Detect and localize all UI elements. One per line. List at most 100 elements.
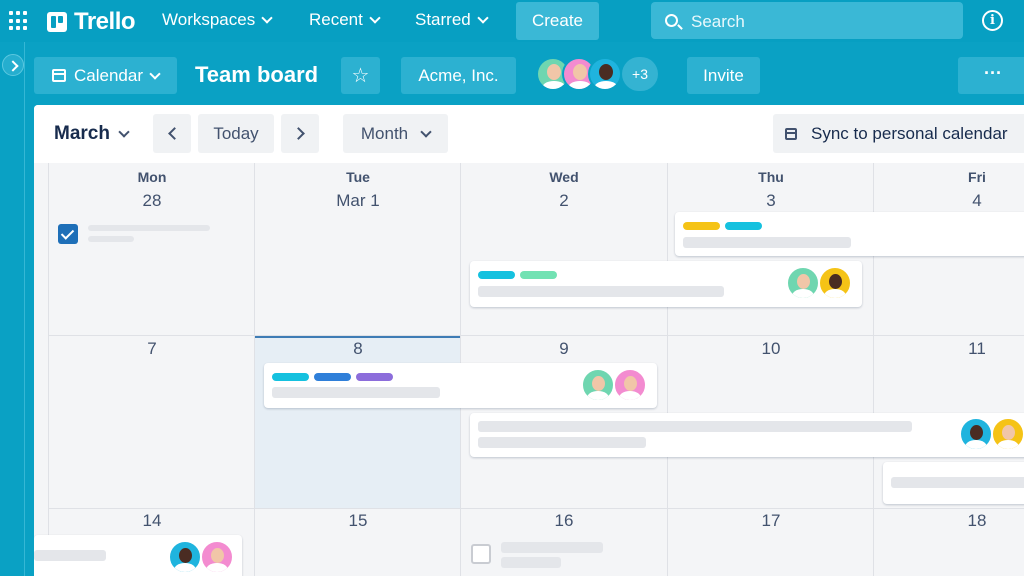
card-placeholder-text — [683, 237, 851, 248]
card-label — [683, 222, 720, 230]
weekday-label: Tue — [346, 169, 370, 185]
grid-divider — [873, 163, 874, 576]
weekday-label: Fri — [968, 169, 986, 185]
starred-label: Starred — [415, 10, 471, 29]
card-placeholder-text — [88, 236, 134, 242]
day-number: 18 — [967, 511, 987, 530]
grid-divider — [48, 335, 1024, 336]
card-label — [725, 222, 762, 230]
member-avatar[interactable] — [588, 57, 622, 91]
day-number: 17 — [761, 511, 781, 530]
search-input[interactable]: Search — [651, 2, 963, 39]
sync-label: Sync to personal calendar — [811, 123, 1008, 143]
chevron-right-icon — [291, 127, 305, 140]
calendar-toolbar: March Today Month Sync to personal calen… — [34, 105, 1024, 163]
chevron-down-icon — [369, 12, 381, 24]
chevron-down-icon — [420, 125, 432, 138]
month-selector[interactable]: March — [54, 123, 130, 145]
day-number: 28 — [142, 191, 162, 210]
card-placeholder-text — [501, 542, 603, 553]
member-avatar[interactable] — [818, 266, 852, 300]
day-number: 16 — [554, 511, 574, 530]
card-placeholder-text — [501, 557, 561, 568]
calendar-card[interactable] — [34, 535, 242, 576]
card-label — [314, 373, 351, 381]
chevron-down-icon — [118, 126, 130, 138]
completed-checkbox[interactable] — [58, 224, 78, 244]
create-button[interactable]: Create — [516, 2, 599, 40]
sidebar-collapsed — [0, 42, 25, 576]
calendar-card[interactable] — [675, 212, 1024, 256]
search-placeholder: Search — [691, 12, 745, 31]
card-label — [520, 271, 557, 279]
board-members: +3 — [536, 57, 658, 93]
member-avatar[interactable] — [786, 266, 820, 300]
more-members-badge[interactable]: +3 — [622, 57, 658, 91]
card-placeholder-text — [88, 225, 210, 231]
trello-logo-icon — [47, 12, 67, 32]
grid-divider — [48, 163, 49, 576]
card-placeholder-text — [272, 387, 440, 398]
next-button[interactable] — [281, 114, 319, 153]
star-board-button[interactable]: ☆ — [341, 57, 380, 94]
info-icon[interactable]: i — [982, 10, 1003, 31]
grid-divider — [667, 163, 668, 576]
view-label: Calendar — [74, 65, 143, 85]
logo-text: Trello — [74, 8, 136, 35]
day-number: 4 — [972, 191, 982, 210]
day-number: 2 — [559, 191, 569, 210]
incomplete-checkbox[interactable] — [471, 544, 491, 564]
weekday-label: Wed — [549, 169, 579, 185]
recent-menu[interactable]: Recent — [309, 10, 381, 30]
chevron-down-icon — [149, 67, 161, 80]
day-number: 7 — [147, 339, 157, 358]
day-number: 9 — [559, 339, 569, 358]
invite-button[interactable]: Invite — [687, 57, 760, 94]
grid-divider — [48, 508, 1024, 509]
starred-menu[interactable]: Starred — [415, 10, 489, 30]
calendar-card[interactable] — [470, 261, 862, 307]
weekday-label: Thu — [758, 169, 784, 185]
star-icon: ☆ — [351, 65, 370, 87]
calendar-panel: March Today Month Sync to personal calen… — [34, 105, 1024, 576]
card-placeholder-text — [478, 437, 646, 448]
day-number: 8 — [353, 339, 363, 358]
chevron-down-icon — [477, 12, 489, 24]
member-avatar[interactable] — [581, 368, 615, 402]
card-label — [272, 373, 309, 381]
month-grid: Mon Tue Wed Thu Fri 28 Mar 1 2 3 4 7 8 9… — [34, 163, 1024, 576]
card-placeholder-text — [891, 477, 1024, 488]
today-button[interactable]: Today — [198, 114, 274, 153]
member-avatar[interactable] — [613, 368, 647, 402]
view-switcher-button[interactable]: Calendar — [34, 57, 177, 94]
day-number: 15 — [348, 511, 368, 530]
card-placeholder-text — [478, 286, 724, 297]
month-label: March — [54, 123, 110, 144]
calendar-card[interactable] — [264, 363, 657, 408]
today-cell[interactable] — [255, 336, 460, 508]
calendar-card[interactable] — [883, 462, 1024, 504]
card-placeholder-text — [478, 421, 912, 432]
day-number: 10 — [761, 339, 781, 358]
day-number: 11 — [968, 339, 986, 358]
sync-calendar-button[interactable]: Sync to personal calendar — [773, 114, 1024, 153]
member-avatar[interactable] — [959, 417, 993, 451]
card-label — [356, 373, 393, 381]
top-navigation-bar: Trello Workspaces Recent Starred Create … — [0, 0, 1024, 42]
apps-grid-icon[interactable] — [9, 11, 29, 31]
previous-button[interactable] — [153, 114, 191, 153]
recent-label: Recent — [309, 10, 363, 29]
workspace-button[interactable]: Acme, Inc. — [401, 57, 516, 94]
trello-logo[interactable]: Trello — [47, 8, 136, 36]
workspaces-label: Workspaces — [162, 10, 256, 29]
more-options-icon[interactable]: ··· — [958, 57, 1024, 94]
calendar-card[interactable] — [470, 413, 1024, 457]
board-title[interactable]: Team board — [195, 62, 319, 87]
member-avatar[interactable] — [168, 540, 202, 574]
member-avatar[interactable] — [991, 417, 1024, 451]
expand-sidebar-icon[interactable] — [2, 54, 24, 76]
workspaces-menu[interactable]: Workspaces — [162, 10, 273, 30]
day-number: 3 — [766, 191, 776, 210]
member-avatar[interactable] — [200, 540, 234, 574]
range-selector[interactable]: Month — [343, 114, 448, 153]
